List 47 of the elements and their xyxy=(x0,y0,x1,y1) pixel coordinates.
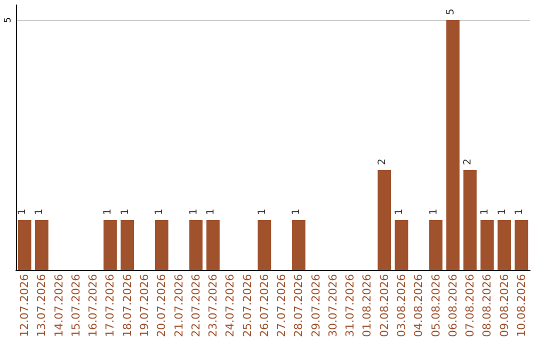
x-tick-label: 27.07.2026 xyxy=(275,274,288,337)
data-label: 1 xyxy=(206,208,217,215)
x-tick-label: 18.07.2026 xyxy=(120,274,134,337)
x-tick-label: 21.07.2026 xyxy=(172,274,186,337)
data-label: 2 xyxy=(462,158,474,165)
data-label: 1 xyxy=(154,208,166,215)
data-label: 2 xyxy=(376,158,388,165)
x-tick-label: 26.07.2026 xyxy=(258,274,271,337)
data-label: 1 xyxy=(514,208,525,215)
data-label: 1 xyxy=(256,208,268,215)
data-label: 1 xyxy=(394,208,405,215)
x-tick-label: 10.08.2026 xyxy=(514,274,528,337)
x-tick-label: 12.07.2026 xyxy=(18,274,32,337)
x-tick-label: 04.08.2026 xyxy=(412,274,426,337)
x-tick-label: 23.07.2026 xyxy=(206,274,220,337)
x-tick-label: 20.07.2026 xyxy=(155,274,168,337)
data-label: 1 xyxy=(188,208,200,215)
x-tick-label: 07.08.2026 xyxy=(464,274,477,337)
x-tick-label: 17.07.2026 xyxy=(104,274,117,337)
x-tick-label: 15.07.2026 xyxy=(69,274,82,337)
x-tick-label: 06.08.2026 xyxy=(446,274,460,337)
data-label: 1 xyxy=(120,208,131,215)
x-tick-label: 05.08.2026 xyxy=(429,274,442,337)
data-label: 1 xyxy=(34,208,46,215)
data-label: 1 xyxy=(480,208,491,215)
x-tick-label: 28.07.2026 xyxy=(292,274,306,337)
data-label: 1 xyxy=(102,208,114,215)
data-label: 1 xyxy=(496,208,508,215)
x-tick-label: 16.07.2026 xyxy=(86,274,100,337)
x-tick-label: 25.07.2026 xyxy=(240,274,254,337)
x-tick-label: 24.07.2026 xyxy=(224,274,237,337)
x-tick-label: 14.07.2026 xyxy=(52,274,66,337)
data-label: 1 xyxy=(428,208,440,215)
x-tick-label: 29.07.2026 xyxy=(309,274,322,337)
data-label: 5 xyxy=(445,8,456,15)
x-tick-label: 03.08.2026 xyxy=(395,274,408,337)
x-tick-label: 02.08.2026 xyxy=(378,274,391,337)
x-tick-label: 31.07.2026 xyxy=(344,274,357,337)
x-tick-label: 22.07.2026 xyxy=(189,274,202,337)
x-tick-label: 08.08.2026 xyxy=(480,274,494,337)
x-tick-label: 30.07.2026 xyxy=(326,274,340,337)
x-tick-label: 01.08.2026 xyxy=(360,274,374,337)
x-tick-label: 09.08.2026 xyxy=(498,274,511,337)
x-tick-label: 19.07.2026 xyxy=(138,274,151,337)
x-tick-label: 13.07.2026 xyxy=(35,274,48,337)
data-label: 1 xyxy=(291,208,302,215)
data-label: 1 xyxy=(17,208,28,215)
